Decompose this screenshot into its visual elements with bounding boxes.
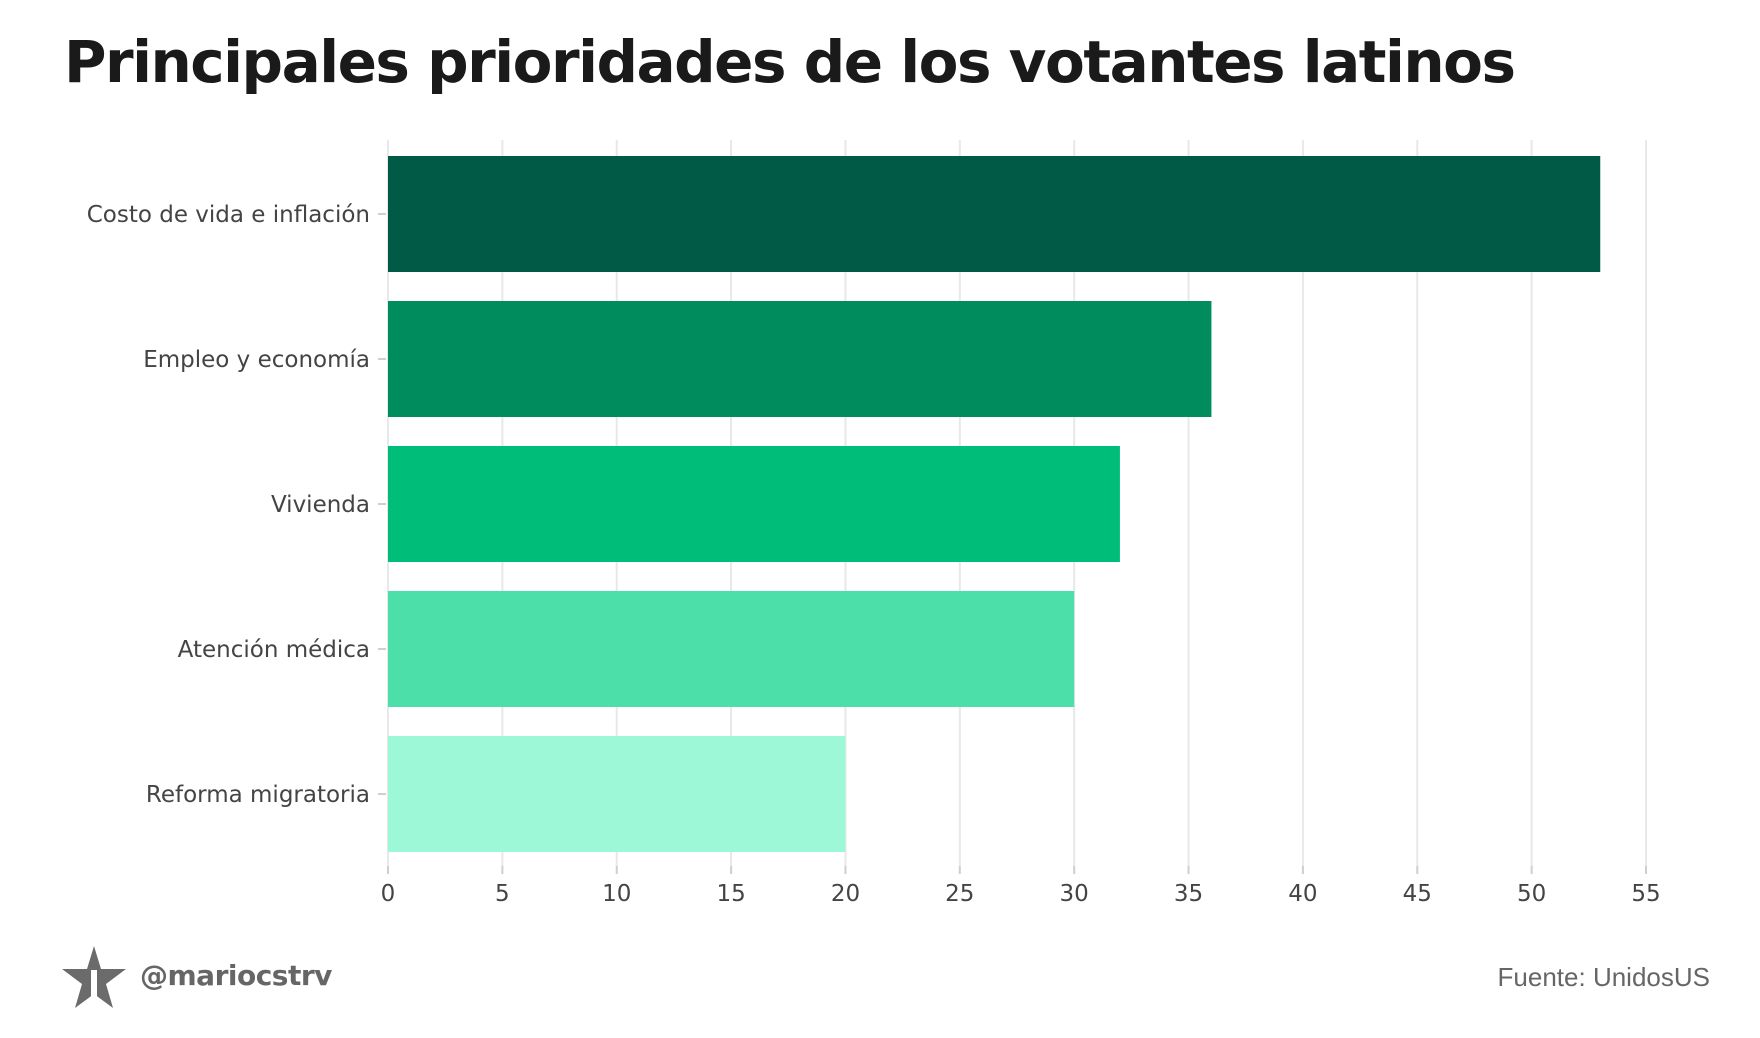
bar bbox=[388, 736, 846, 852]
bar bbox=[388, 591, 1075, 707]
x-tick-label: 0 bbox=[381, 881, 396, 907]
x-tick-layer: 0 5 10 15 20 25 30 35 40 45 50 55 bbox=[381, 866, 1661, 907]
category-label-layer: Costo de vida e inflación Empleo y econom… bbox=[87, 202, 386, 808]
category-label: Vivienda bbox=[271, 492, 370, 518]
x-tick-label: 20 bbox=[831, 881, 860, 907]
x-tick-label: 5 bbox=[495, 881, 510, 907]
bar bbox=[388, 156, 1601, 272]
bar-layer bbox=[388, 156, 1601, 852]
x-tick-label: 15 bbox=[716, 881, 745, 907]
source-note: Fuente: UnidosUS bbox=[1497, 962, 1710, 992]
x-tick-label: 55 bbox=[1631, 881, 1660, 907]
x-tick-label: 40 bbox=[1288, 881, 1317, 907]
chart-title: Principales prioridades de los votantes … bbox=[64, 28, 1516, 96]
x-tick-label: 35 bbox=[1174, 881, 1203, 907]
author-handle: @mariocstrv bbox=[140, 959, 332, 992]
bar bbox=[388, 446, 1120, 562]
star-logo-icon bbox=[62, 946, 126, 1008]
x-tick-label: 45 bbox=[1403, 881, 1432, 907]
category-label: Atención médica bbox=[178, 637, 370, 663]
x-tick-label: 30 bbox=[1060, 881, 1089, 907]
x-tick-label: 25 bbox=[945, 881, 974, 907]
category-label: Empleo y economía bbox=[143, 347, 370, 373]
x-tick-label: 50 bbox=[1517, 881, 1546, 907]
bar bbox=[388, 301, 1212, 417]
category-label: Reforma migratoria bbox=[146, 782, 370, 808]
category-label: Costo de vida e inflación bbox=[87, 202, 370, 228]
x-tick-label: 10 bbox=[602, 881, 631, 907]
